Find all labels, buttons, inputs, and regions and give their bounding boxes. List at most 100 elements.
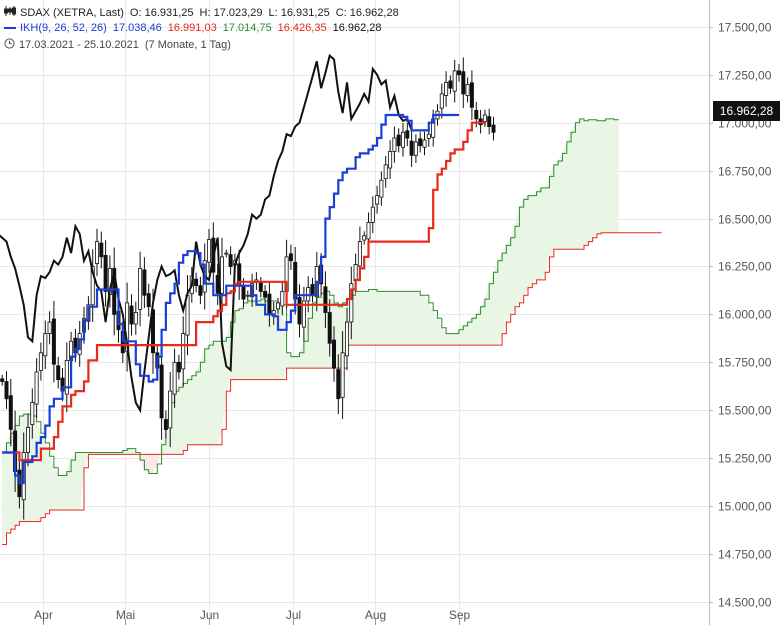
cloud-segment bbox=[419, 294, 425, 346]
cloud-segment bbox=[605, 118, 611, 233]
y-tick-label: 15.000,00 bbox=[718, 500, 772, 514]
candle-body bbox=[228, 254, 233, 267]
cloud-segment bbox=[152, 454, 158, 474]
y-tick-label: 17.250,00 bbox=[718, 69, 772, 83]
kijun-sen-line bbox=[2, 121, 486, 462]
cloud-segment bbox=[251, 300, 257, 380]
cloud-segment bbox=[583, 119, 589, 247]
cloud-segment bbox=[286, 352, 292, 369]
candle-body bbox=[30, 402, 35, 425]
cloud-segment bbox=[501, 244, 507, 334]
cloud-segment bbox=[53, 466, 59, 511]
legend-instrument-row: SDAX (XETRA, Last) O: 16.931,25 H: 17.02… bbox=[4, 6, 405, 19]
candle-body bbox=[245, 294, 250, 297]
candle-body bbox=[43, 333, 48, 357]
candle-body bbox=[452, 70, 457, 92]
candle-body bbox=[344, 321, 349, 357]
cloud-segment bbox=[178, 382, 184, 456]
cloud-segment bbox=[57, 475, 63, 511]
candle-body bbox=[34, 371, 39, 405]
cloud-segment bbox=[195, 362, 201, 446]
cloud-segment bbox=[493, 260, 499, 346]
candle-body bbox=[405, 130, 410, 139]
x-tick-label: Aug bbox=[365, 608, 386, 622]
cloud-segment bbox=[368, 289, 374, 346]
legend-chikou-value: 16.962,28 bbox=[332, 22, 382, 34]
candle-body bbox=[198, 285, 203, 296]
candle-body bbox=[400, 131, 405, 148]
y-tick-label: 15.250,00 bbox=[718, 452, 772, 466]
candle-body bbox=[219, 256, 224, 294]
current-price-label: 16.962,28 bbox=[713, 101, 780, 121]
candle-body bbox=[323, 286, 328, 313]
cloud-segment bbox=[294, 352, 300, 369]
cloud-segment bbox=[553, 160, 559, 250]
cloud-segment bbox=[381, 291, 386, 346]
cloud-segment bbox=[497, 251, 503, 346]
cloud-segment bbox=[372, 289, 378, 346]
candle-body bbox=[366, 221, 371, 240]
candle-body bbox=[194, 278, 199, 287]
x-tick-label: Jun bbox=[200, 608, 219, 622]
candle-body bbox=[47, 321, 52, 335]
candle-body bbox=[159, 364, 164, 419]
cloud-segment bbox=[519, 198, 524, 305]
candle-body bbox=[95, 241, 100, 264]
cloud-segment bbox=[592, 119, 598, 239]
cloud-segment bbox=[307, 302, 313, 369]
candle-body bbox=[181, 333, 186, 370]
candle-body bbox=[379, 179, 384, 198]
candle-body bbox=[275, 302, 280, 310]
cloud-segment bbox=[437, 318, 443, 346]
candle-body bbox=[357, 241, 362, 267]
cloud-segment bbox=[49, 456, 55, 511]
candlestick-icon bbox=[4, 6, 16, 19]
cloud-segment bbox=[450, 333, 455, 346]
clock-icon bbox=[4, 38, 15, 52]
candle-body bbox=[267, 293, 272, 315]
y-tick-label: 16.750,00 bbox=[718, 165, 772, 179]
legend-indicator-name: IKH(9, 26, 52, 26) bbox=[20, 22, 107, 34]
cloud-segment bbox=[204, 344, 210, 446]
cloud-segment bbox=[609, 118, 615, 233]
y-tick-label: 14.750,00 bbox=[718, 548, 772, 562]
cloud-segment bbox=[62, 470, 68, 511]
candle-body bbox=[349, 283, 354, 323]
cloud-segment bbox=[187, 375, 193, 446]
cloud-segment bbox=[471, 313, 477, 346]
candle-body bbox=[362, 235, 367, 241]
tenkan-sen-line bbox=[2, 113, 459, 485]
legend-open: O: 16.931,25 bbox=[129, 6, 194, 19]
cloud-segment bbox=[226, 322, 231, 392]
legend-kijun-value: 16.991,03 bbox=[167, 22, 217, 34]
legend-period-range: 17.03.2021 - 25.10.2021 bbox=[19, 39, 139, 51]
candle-body bbox=[112, 267, 117, 315]
y-tick-label: 16.000,00 bbox=[718, 308, 772, 322]
candle-body bbox=[38, 352, 43, 371]
candle-body bbox=[172, 361, 177, 395]
cloud-segment bbox=[355, 291, 361, 346]
candle-body bbox=[426, 133, 431, 139]
candle-body bbox=[327, 312, 332, 344]
y-tick-label: 16.500,00 bbox=[718, 213, 772, 227]
legend-span-b-value: 16.426,35 bbox=[277, 22, 327, 34]
candle-body bbox=[301, 300, 306, 328]
cloud-segment bbox=[398, 291, 404, 346]
cloud-segment bbox=[532, 191, 537, 285]
candle-body bbox=[280, 290, 285, 307]
cloud-segment bbox=[75, 452, 80, 511]
candle-body bbox=[51, 318, 56, 365]
candle-body bbox=[297, 297, 302, 325]
candle-body bbox=[129, 305, 134, 325]
cloud-segment bbox=[441, 326, 447, 346]
cloud-segment bbox=[540, 187, 546, 282]
candle-body bbox=[469, 82, 474, 108]
cloud-segment bbox=[596, 120, 602, 235]
cloud-segment bbox=[424, 294, 430, 346]
x-tick-label: Jul bbox=[286, 608, 301, 622]
candle-body bbox=[99, 242, 104, 258]
candle-body bbox=[491, 124, 496, 133]
candle-body bbox=[448, 80, 453, 89]
x-tick-label: Sep bbox=[449, 608, 471, 622]
cloud-segment bbox=[536, 187, 542, 281]
